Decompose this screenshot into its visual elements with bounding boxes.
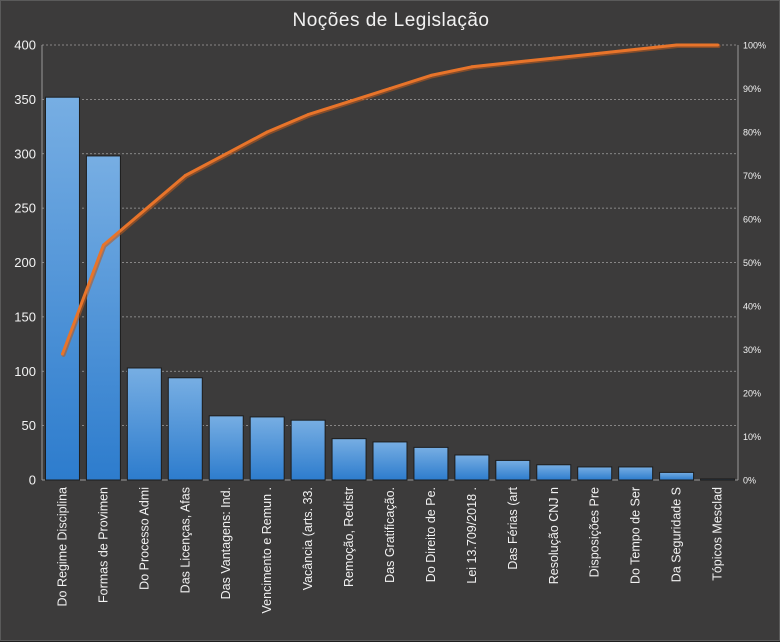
right-tick-label: 0% xyxy=(743,476,756,486)
bar xyxy=(495,459,531,481)
cumulative-point xyxy=(306,113,310,117)
left-tick-label: 200 xyxy=(14,255,36,270)
category-label: Formas de Provimen xyxy=(96,487,110,603)
category-label: Resolução CNJ n xyxy=(547,487,561,584)
cumulative-point xyxy=(388,87,392,90)
left-tick-label: 0 xyxy=(29,473,36,488)
category-label: Das Licenças, Afas xyxy=(178,487,192,593)
category-label: Da Seguridade S xyxy=(670,487,684,582)
left-tick-label: 100 xyxy=(14,364,36,379)
cumulative-point xyxy=(60,352,64,356)
cumulative-point xyxy=(429,73,433,77)
right-axis: 0% 10% 20% 30% 40% 50% 60% 70% 80% 90% 100% xyxy=(737,41,766,486)
bar xyxy=(700,478,736,481)
cumulative-point xyxy=(183,174,187,177)
bar xyxy=(413,446,449,481)
category-label: Das Gratificação. xyxy=(383,487,397,583)
right-tick-label: 70% xyxy=(743,171,761,181)
category-label: Do Regime Disciplina xyxy=(55,487,69,607)
bar xyxy=(44,96,80,481)
bar xyxy=(249,416,285,481)
category-label: Vacância (arts. 33. xyxy=(301,487,315,590)
bar xyxy=(454,454,490,481)
bar xyxy=(208,415,244,481)
left-tick-label: 300 xyxy=(14,146,36,161)
category-label: Das Férias (art xyxy=(506,486,520,569)
cumulative-point xyxy=(716,43,720,47)
bar xyxy=(290,419,326,481)
bar xyxy=(618,466,654,481)
category-label: Do Processo Admi xyxy=(137,487,151,590)
left-tick-label: 50 xyxy=(22,418,36,433)
bar xyxy=(167,377,203,481)
cumulative-point xyxy=(593,52,597,56)
category-labels: Do Regime Disciplina Formas de Provimen Do… xyxy=(55,486,724,613)
right-tick-label: 90% xyxy=(743,84,761,94)
cumulative-point xyxy=(265,130,269,134)
right-tick-label: 20% xyxy=(743,389,761,399)
cumulative-line-series xyxy=(60,43,721,357)
category-label: Do Tempo de Ser xyxy=(629,487,643,584)
cumulative-point xyxy=(552,56,556,60)
bar xyxy=(331,438,367,481)
cumulative-point xyxy=(675,43,679,47)
category-label: Do Direito de Pe. xyxy=(424,487,438,582)
bar xyxy=(659,471,695,481)
category-label: Tópicos Mesclad xyxy=(711,487,725,581)
cumulative-line-shadow xyxy=(61,44,721,357)
category-label: Lei 13.709/2018 . xyxy=(465,487,479,584)
right-tick-label: 50% xyxy=(743,258,761,268)
left-tick-label: 150 xyxy=(14,309,36,324)
cumulative-point xyxy=(142,208,146,212)
bar xyxy=(536,464,572,481)
bar xyxy=(126,367,162,481)
left-tick-label: 250 xyxy=(14,201,36,216)
category-label: Das Vantagens: Ind. xyxy=(219,487,233,599)
right-tick-label: 30% xyxy=(743,345,761,355)
right-tick-label: 10% xyxy=(743,432,761,442)
category-label: Vencimento e Remun . xyxy=(260,487,274,613)
cumulative-point xyxy=(470,65,474,69)
right-tick-label: 60% xyxy=(743,215,761,225)
cumulative-point xyxy=(224,152,228,156)
cumulative-point xyxy=(101,243,105,247)
bar-series xyxy=(44,96,736,481)
cumulative-point xyxy=(511,60,515,64)
bar xyxy=(85,155,121,481)
category-label: Remoção, Redistr xyxy=(342,487,356,587)
bar xyxy=(577,466,613,481)
right-tick-label: 100% xyxy=(743,41,766,51)
left-tick-label: 400 xyxy=(14,38,36,53)
cumulative-point xyxy=(634,47,638,51)
right-tick-label: 40% xyxy=(743,302,761,312)
right-tick-label: 80% xyxy=(743,128,761,138)
category-label: Disposições Pre xyxy=(588,487,602,577)
cumulative-point xyxy=(347,100,351,104)
chart-title: Noções de Legislação xyxy=(293,10,490,31)
bar xyxy=(372,441,408,481)
left-tick-label: 350 xyxy=(14,92,36,107)
